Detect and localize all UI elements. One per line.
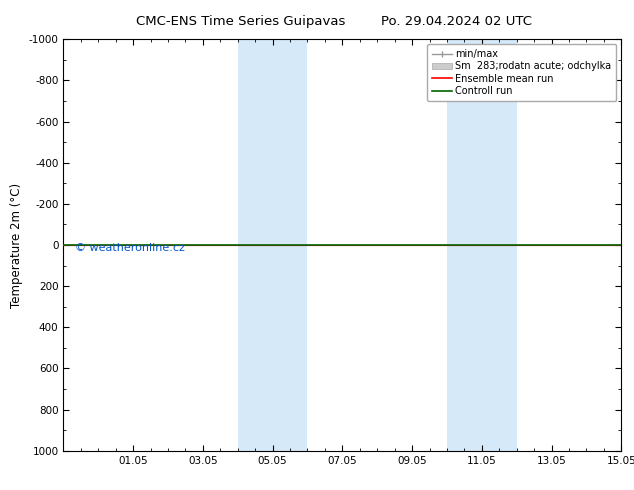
Text: Po. 29.04.2024 02 UTC: Po. 29.04.2024 02 UTC bbox=[381, 15, 532, 28]
Legend: min/max, Sm  283;rodatn acute; odchylka, Ensemble mean run, Controll run: min/max, Sm 283;rodatn acute; odchylka, … bbox=[427, 44, 616, 101]
Bar bbox=[447, 39, 517, 451]
Bar bbox=[238, 39, 307, 451]
Text: CMC-ENS Time Series Guipavas: CMC-ENS Time Series Guipavas bbox=[136, 15, 346, 28]
Y-axis label: Temperature 2m (°C): Temperature 2m (°C) bbox=[10, 182, 23, 308]
Text: © weatheronline.cz: © weatheronline.cz bbox=[75, 243, 184, 253]
